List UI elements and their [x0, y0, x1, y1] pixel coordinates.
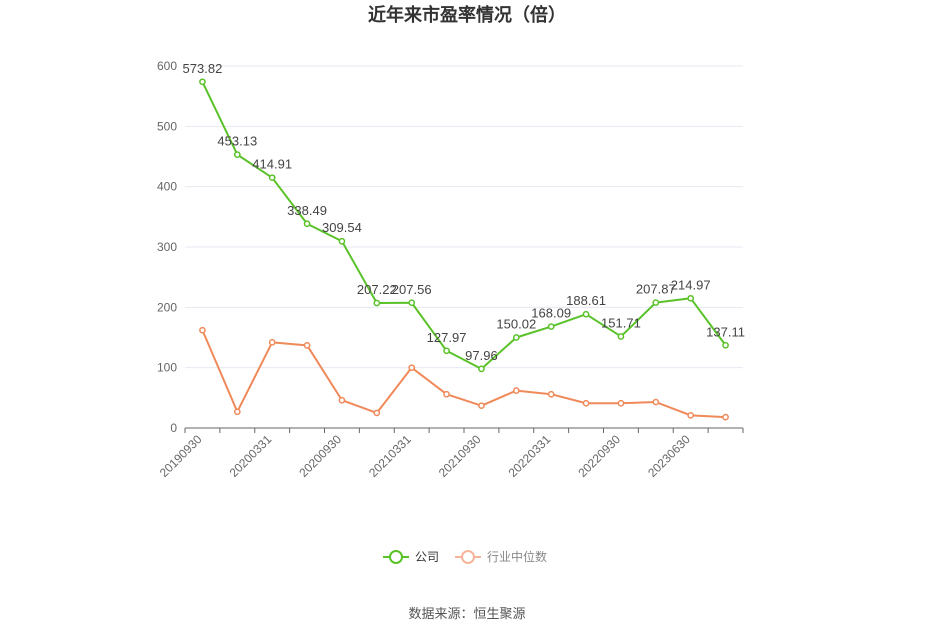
data-point[interactable]: [722, 413, 729, 421]
y-tick-label: 200: [157, 300, 177, 314]
legend-label: 行业中位数: [487, 549, 547, 564]
data-point[interactable]: [268, 174, 276, 182]
data-label: 127.97: [427, 330, 467, 345]
data-point[interactable]: [443, 390, 450, 398]
data-point[interactable]: [652, 299, 660, 306]
x-tick-label: 20200331: [227, 432, 275, 480]
data-point[interactable]: [199, 326, 206, 334]
data-point[interactable]: [443, 347, 450, 355]
data-point[interactable]: [512, 387, 520, 394]
x-tick-label: 20220331: [506, 432, 554, 480]
data-point[interactable]: [303, 220, 311, 228]
data-label: 97.96: [465, 348, 498, 363]
data-point[interactable]: [722, 341, 729, 349]
x-axis: 20190930 20200331 20200930 20210331 20210930…: [157, 427, 744, 480]
y-tick-label: 0: [170, 421, 177, 435]
data-point[interactable]: [582, 310, 590, 318]
x-tick-label: 20190930: [157, 432, 205, 480]
chart-title: 近年来市盈率情况（倍）: [368, 4, 566, 25]
y-tick-label: 100: [157, 361, 177, 375]
data-point[interactable]: [408, 364, 416, 372]
data-label: 151.71: [601, 315, 641, 330]
legend-item-1[interactable]: 行业中位数: [455, 549, 547, 564]
data-label: 453.13: [217, 134, 257, 149]
data-label: 573.82: [183, 61, 223, 76]
data-label: 137.11: [706, 324, 745, 339]
x-tick-label: 20200930: [296, 432, 344, 480]
data-point[interactable]: [338, 237, 346, 245]
data-label: 150.02: [496, 316, 536, 331]
data-point[interactable]: [268, 338, 276, 346]
data-label: 188.61: [566, 293, 606, 308]
data-point[interactable]: [687, 294, 695, 302]
legend-item-0[interactable]: 公司: [383, 550, 439, 564]
data-label: 214.97: [671, 277, 711, 292]
data-point[interactable]: [338, 396, 346, 404]
data-label: 338.49: [287, 203, 327, 218]
data-label: 207.22: [357, 282, 397, 297]
legend-label: 公司: [415, 550, 439, 564]
data-labels: 573.82453.13414.91338.49309.54207.22207.…: [183, 61, 745, 363]
series-layer: [199, 78, 729, 421]
data-point[interactable]: [617, 333, 625, 340]
data-point[interactable]: [303, 341, 311, 349]
data-point[interactable]: [408, 299, 416, 307]
y-tick-label: 500: [157, 119, 177, 133]
data-point[interactable]: [652, 398, 660, 406]
data-source: 数据来源：恒生聚源: [408, 606, 525, 621]
data-point[interactable]: [582, 399, 590, 407]
x-tick-label: 20210331: [366, 432, 414, 480]
data-point[interactable]: [373, 409, 381, 417]
series-line-1: [201, 329, 726, 419]
data-point[interactable]: [233, 408, 241, 416]
data-point[interactable]: [547, 390, 555, 398]
data-label: 414.91: [252, 157, 292, 172]
series-line-0: [201, 81, 727, 370]
x-tick-label: 20220930: [575, 432, 623, 480]
data-point[interactable]: [233, 151, 241, 158]
data-point[interactable]: [512, 334, 520, 341]
data-label: 207.87: [636, 282, 676, 297]
x-tick-label: 20210930: [436, 432, 484, 480]
data-point[interactable]: [373, 299, 381, 307]
data-label: 168.09: [531, 306, 571, 321]
y-tick-label: 600: [157, 59, 177, 73]
data-point[interactable]: [547, 323, 555, 330]
legend-marker: [461, 550, 475, 564]
x-tick-label: 20230630: [645, 432, 693, 480]
data-point[interactable]: [478, 402, 485, 410]
data-point[interactable]: [617, 399, 625, 407]
data-point[interactable]: [687, 411, 695, 419]
grid-lines: [185, 65, 743, 369]
y-tick-label: 300: [157, 240, 177, 254]
data-label: 207.56: [392, 282, 432, 297]
y-tick-label: 400: [157, 180, 177, 194]
data-point[interactable]: [199, 78, 206, 86]
data-point[interactable]: [478, 365, 485, 373]
data-label: 309.54: [322, 220, 362, 235]
legend[interactable]: 公司 行业中位数: [383, 549, 547, 564]
legend-marker: [389, 550, 403, 564]
y-axis: 0 100 200 300 400 500 600: [157, 59, 177, 435]
